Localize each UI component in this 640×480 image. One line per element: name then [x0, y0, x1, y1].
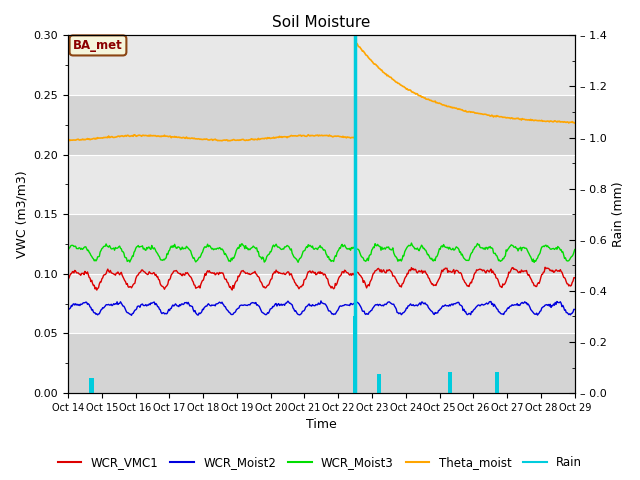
Bar: [90, 378, 94, 393]
Y-axis label: Rain (mm): Rain (mm): [612, 181, 625, 247]
Bar: [376, 374, 381, 393]
Bar: [68, 95, 575, 155]
Bar: [68, 334, 575, 393]
Text: BA_met: BA_met: [73, 39, 123, 52]
X-axis label: Time: Time: [306, 419, 337, 432]
Bar: [353, 316, 357, 393]
Bar: [68, 214, 575, 274]
Bar: [447, 372, 452, 393]
Title: Soil Moisture: Soil Moisture: [272, 15, 371, 30]
Bar: [68, 274, 575, 334]
Bar: [68, 36, 575, 95]
Bar: [68, 155, 575, 214]
Legend: WCR_VMC1, WCR_Moist2, WCR_Moist3, Theta_moist, Rain: WCR_VMC1, WCR_Moist2, WCR_Moist3, Theta_…: [53, 452, 587, 474]
Y-axis label: VWC (m3/m3): VWC (m3/m3): [15, 170, 28, 258]
Bar: [495, 372, 499, 393]
